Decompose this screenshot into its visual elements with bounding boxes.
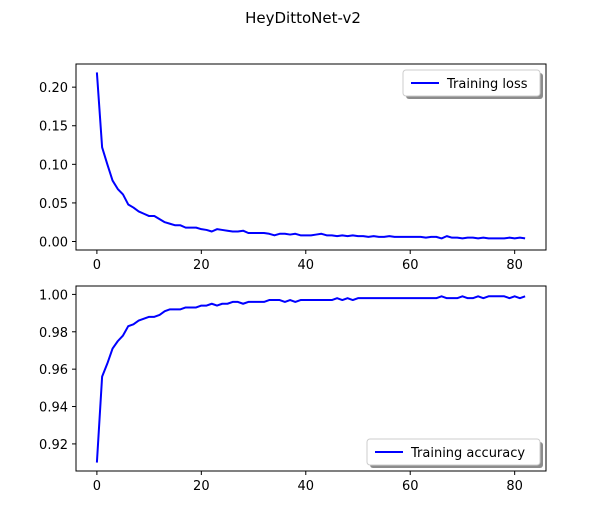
accuracy-legend-box [366, 438, 541, 466]
loss-chart: 0 20 40 60 80 0.00 0.05 0.10 0.15 0.20 Training lo… [39, 63, 547, 273]
loss-y-tick-label-3: 0.15 [39, 120, 68, 135]
loss-y-tick-label-0: 0.00 [39, 236, 68, 251]
loss-x-tick-label-0: 0 [93, 258, 101, 273]
loss-x-tick-label-2: 40 [298, 258, 315, 273]
accuracy-legend-label: Training accuracy [410, 446, 525, 461]
loss-y-tick-label-4: 0.20 [39, 81, 68, 96]
loss-series-line-0 [95, 72, 526, 240]
loss-axes-frame [75, 63, 547, 251]
loss-legend-box [402, 69, 541, 97]
accuracy-y-tick-label-1: 0.94 [39, 401, 68, 416]
accuracy-x-tick-label-1: 20 [193, 479, 210, 494]
loss-x-tick-label-1: 20 [193, 258, 210, 273]
figure-title: HeyDittoNet-v2 [245, 9, 361, 27]
accuracy-x-tick-label-0: 0 [93, 479, 101, 494]
accuracy-series-line-0 [95, 295, 526, 463]
accuracy-x-tick-label-2: 40 [298, 479, 315, 494]
accuracy-x-tick-label-3: 60 [402, 479, 419, 494]
accuracy-y-tick-label-3: 0.98 [39, 326, 68, 341]
accuracy-axes-frame [75, 285, 547, 472]
accuracy-x-tick-label-4: 80 [506, 479, 523, 494]
loss-legend-label: Training loss [446, 77, 528, 92]
loss-x-tick-label-4: 80 [506, 258, 523, 273]
accuracy-chart: 0 20 40 60 80 0.92 0.94 0.96 0.98 1.00 Training ac… [39, 285, 547, 494]
loss-y-tick-label-1: 0.05 [39, 197, 68, 212]
accuracy-y-tick-label-4: 1.00 [39, 288, 68, 303]
loss-y-tick-label-2: 0.10 [39, 158, 68, 173]
accuracy-y-tick-label-0: 0.92 [39, 438, 68, 453]
accuracy-legend: Training accuracy [366, 438, 543, 468]
loss-legend: Training loss [402, 69, 543, 99]
accuracy-y-tick-label-2: 0.96 [39, 363, 68, 378]
loss-x-tick-label-3: 60 [402, 258, 419, 273]
